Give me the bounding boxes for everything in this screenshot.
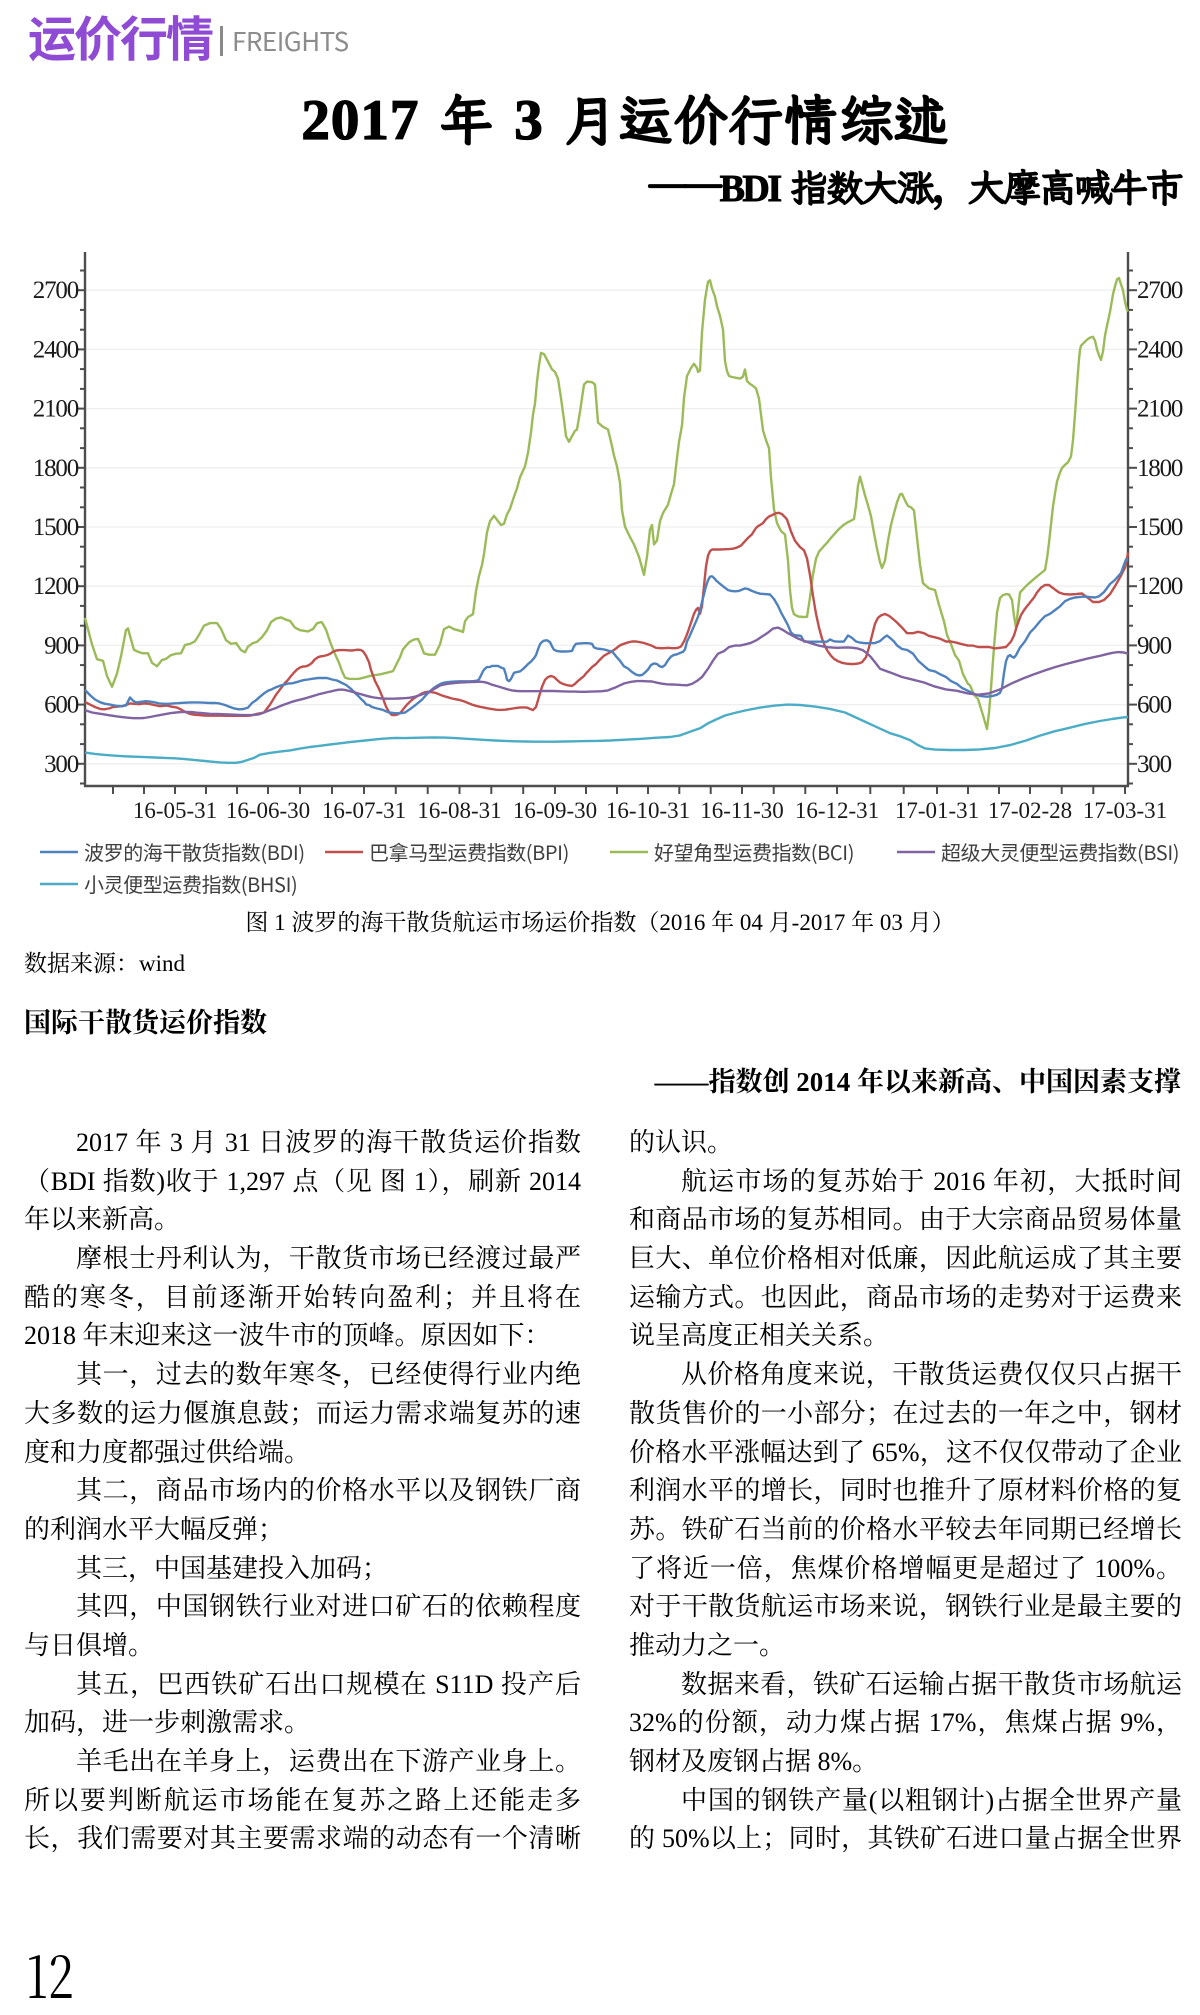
svg-text:1200: 1200 bbox=[33, 573, 79, 600]
svg-text:17-02-28: 17-02-28 bbox=[988, 798, 1072, 823]
svg-text:1800: 1800 bbox=[1137, 455, 1183, 482]
svg-text:好望角型运费指数(BCI): 好望角型运费指数(BCI) bbox=[654, 837, 854, 866]
svg-text:16-09-30: 16-09-30 bbox=[513, 798, 597, 823]
svg-text:16-08-31: 16-08-31 bbox=[417, 798, 501, 823]
svg-text:16-12-31: 16-12-31 bbox=[795, 798, 879, 823]
svg-text:300: 300 bbox=[1137, 751, 1172, 778]
svg-text:16-10-31: 16-10-31 bbox=[606, 798, 690, 823]
svg-text:数据来源：wind: 数据来源：wind bbox=[24, 951, 186, 976]
svg-text:图 1 波罗的海干散货航运市场运价指数（2016 年 04: 图 1 波罗的海干散货航运市场运价指数（2016 年 04 月-2017 年 0… bbox=[245, 910, 954, 935]
svg-text:900: 900 bbox=[1137, 632, 1172, 659]
svg-text:300: 300 bbox=[44, 751, 79, 778]
svg-text:17-03-31: 17-03-31 bbox=[1083, 798, 1167, 823]
svg-text:巴拿马型运费指数(BPI): 巴拿马型运费指数(BPI) bbox=[369, 837, 569, 866]
svg-text:2700: 2700 bbox=[1137, 277, 1183, 304]
svg-text:2100: 2100 bbox=[33, 396, 79, 423]
svg-text:1500: 1500 bbox=[1137, 514, 1183, 541]
svg-text:2400: 2400 bbox=[1137, 336, 1183, 363]
svg-text:900: 900 bbox=[44, 632, 79, 659]
svg-text:波罗的海干散货指数(BDI): 波罗的海干散货指数(BDI) bbox=[84, 837, 305, 866]
svg-text:16-05-31: 16-05-31 bbox=[133, 798, 217, 823]
svg-text:600: 600 bbox=[44, 692, 79, 719]
svg-text:600: 600 bbox=[1137, 692, 1172, 719]
svg-text:16-11-30: 16-11-30 bbox=[700, 798, 783, 823]
svg-text:16-06-30: 16-06-30 bbox=[226, 798, 310, 823]
svg-text:2400: 2400 bbox=[33, 336, 79, 363]
svg-text:16-07-31: 16-07-31 bbox=[322, 798, 406, 823]
svg-text:2700: 2700 bbox=[33, 277, 79, 304]
svg-text:1500: 1500 bbox=[33, 514, 79, 541]
svg-text:1200: 1200 bbox=[1137, 573, 1183, 600]
svg-text:小灵便型运费指数(BHSI): 小灵便型运费指数(BHSI) bbox=[84, 869, 297, 898]
svg-text:超级大灵便型运费指数(BSI): 超级大灵便型运费指数(BSI) bbox=[941, 837, 1179, 866]
svg-text:2100: 2100 bbox=[1137, 396, 1183, 423]
svg-text:17-01-31: 17-01-31 bbox=[895, 798, 979, 823]
svg-text:1800: 1800 bbox=[33, 455, 79, 482]
